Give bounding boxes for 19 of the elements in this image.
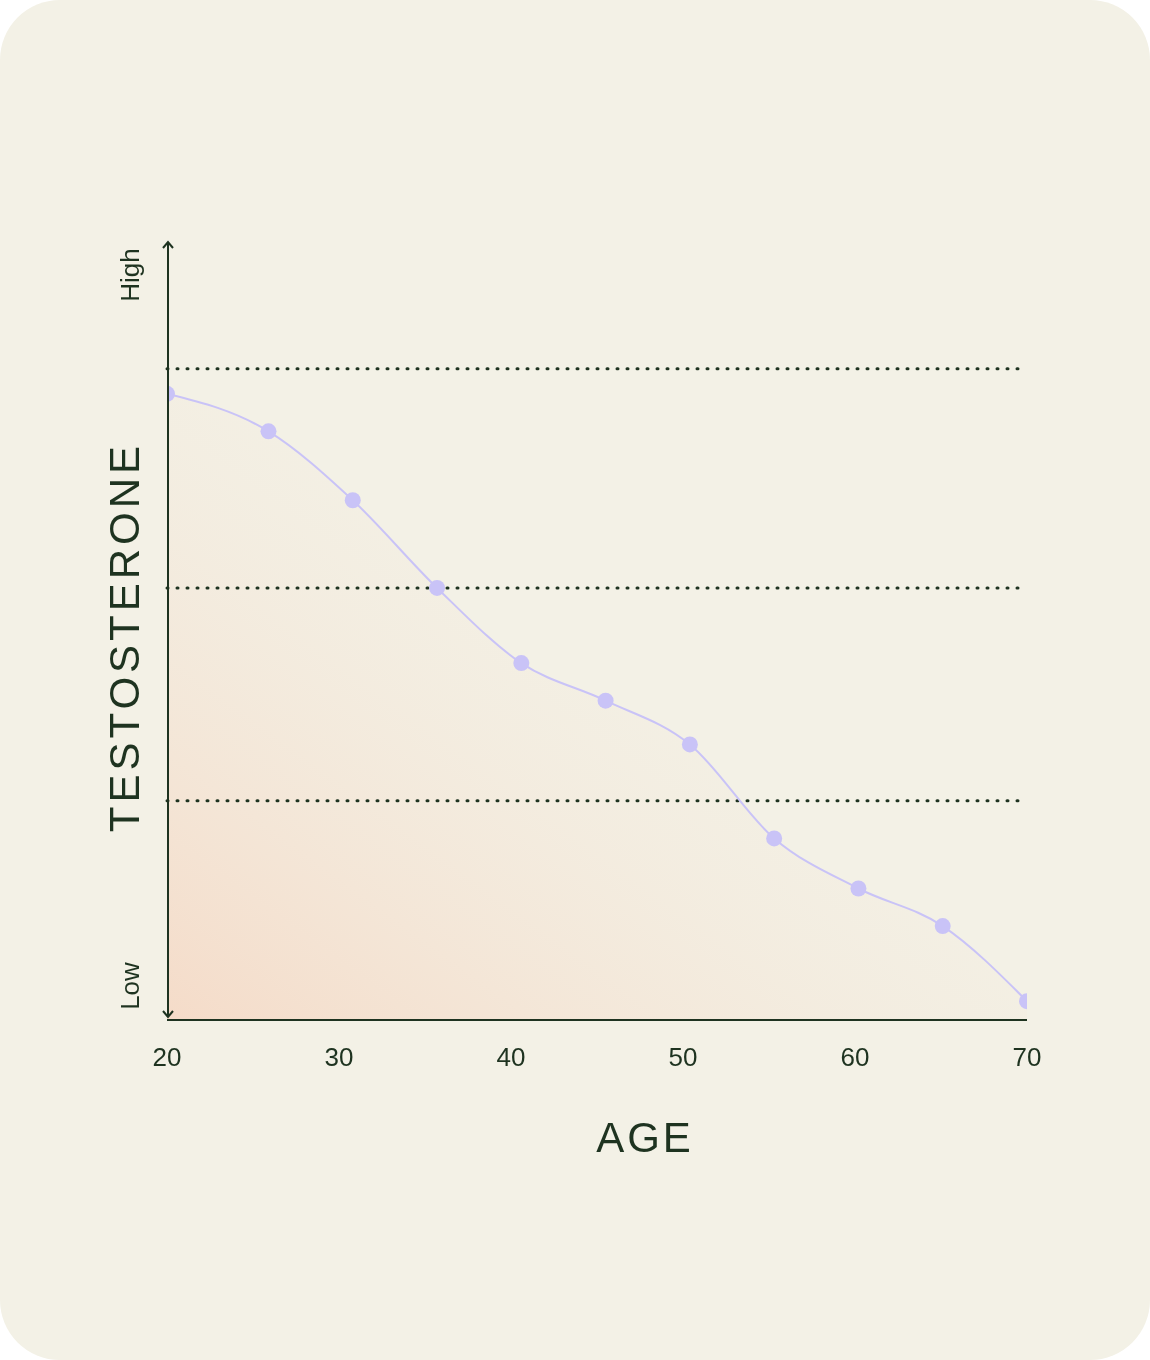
point [766, 830, 783, 847]
x-tick-label: 50 [668, 1042, 698, 1073]
point [934, 918, 951, 935]
y-axis-title: TESTOSTERONE [101, 441, 149, 833]
x-tick-label: 40 [496, 1042, 526, 1073]
point [344, 492, 361, 509]
point [850, 880, 867, 897]
x-tick-label: 30 [324, 1042, 354, 1073]
point [597, 692, 614, 709]
x-axis-title: AGE [596, 1114, 694, 1162]
x-tick-label: 20 [152, 1042, 182, 1073]
point [260, 423, 277, 440]
point [681, 736, 698, 753]
point [513, 655, 530, 672]
text: Low [114, 962, 146, 1010]
text: High [114, 248, 146, 302]
x-tick-label: 60 [840, 1042, 870, 1073]
point [429, 579, 446, 596]
x-tick-label: 70 [1012, 1042, 1042, 1073]
